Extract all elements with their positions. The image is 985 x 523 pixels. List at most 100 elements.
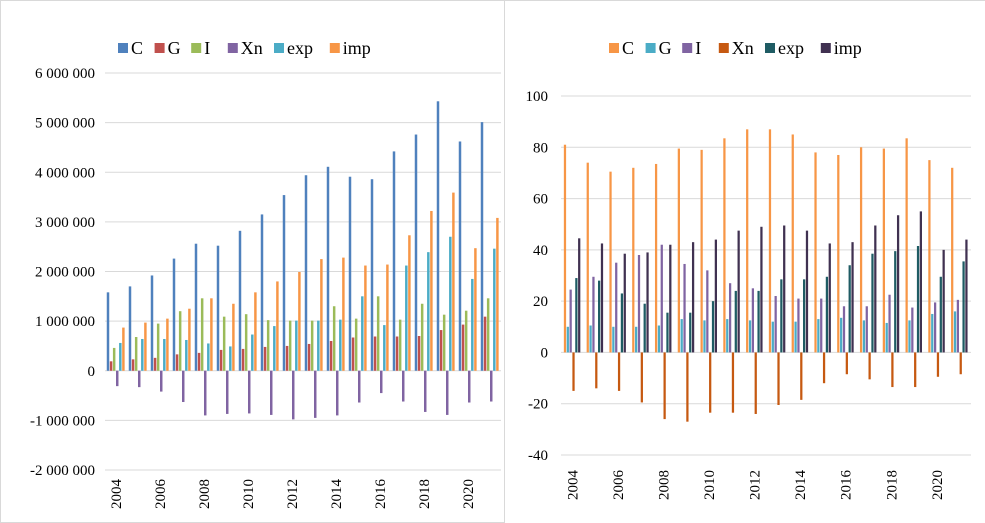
bar-g-2009 [219, 349, 223, 371]
bar-imp-2018 [896, 215, 900, 353]
bar-imp-2014 [805, 230, 809, 353]
bar-imp-2007 [188, 308, 191, 371]
bar-imp-2017 [874, 225, 877, 353]
x-tick-label: 2014 [793, 470, 809, 501]
bar-g-2006 [612, 326, 615, 353]
bar-exp-2008 [207, 343, 210, 371]
bar-g-2015 [351, 337, 355, 371]
bar-c-2021 [951, 167, 954, 353]
bar-xn-2009 [226, 370, 229, 414]
bar-imp-2013 [320, 259, 323, 371]
bar-c-2011 [723, 138, 726, 353]
bar-g-2004 [566, 326, 569, 353]
bar-imp-2019 [919, 211, 922, 353]
bar-g-2019 [908, 320, 911, 353]
bar-c-2016 [837, 154, 840, 353]
bar-g-2013 [307, 343, 311, 371]
bar-c-2004 [106, 292, 110, 371]
bar-exp-2013 [780, 279, 783, 353]
bar-xn-2011 [731, 352, 735, 413]
bar-c-2009 [216, 245, 220, 371]
bar-i-2005 [592, 276, 595, 353]
bar-exp-2006 [163, 338, 166, 371]
bar-exp-2020 [939, 276, 942, 353]
y-tick-label: -20 [528, 397, 548, 413]
bar-exp-2019 [916, 246, 920, 353]
legend-label-exp: exp [287, 38, 313, 58]
bar-c-2007 [632, 167, 635, 353]
bar-i-2013 [310, 320, 314, 371]
bar-i-2012 [751, 288, 755, 353]
bar-i-2009 [222, 316, 226, 371]
bar-xn-2008 [204, 370, 207, 416]
bar-i-2016 [376, 296, 380, 371]
right-chart-panel: 100 80 60 40 20 0 -20 -40 2004 2006 2008 2010 2012 20… [505, 0, 985, 523]
bar-xn-2015 [822, 352, 826, 384]
bar-i-2004 [112, 347, 116, 371]
bar-xn-2019 [446, 370, 449, 415]
legend-swatch-xn [718, 43, 729, 53]
bar-g-2020 [931, 313, 934, 353]
bar-c-2020 [928, 160, 931, 353]
bar-i-2019 [442, 314, 446, 371]
bar-exp-2010 [711, 301, 715, 353]
bar-exp-2007 [643, 303, 646, 353]
bar-g-2005 [131, 359, 135, 371]
x-tick-label: 2004 [109, 479, 125, 510]
bar-exp-2021 [962, 261, 965, 353]
legend-swatch-imp [820, 43, 831, 53]
bar-imp-2009 [232, 303, 235, 371]
bar-exp-2017 [405, 265, 408, 371]
x-tick-label: 2008 [197, 479, 213, 509]
bar-i-2008 [200, 298, 204, 371]
bar-imp-2008 [669, 244, 672, 353]
bar-exp-2012 [295, 320, 298, 371]
bar-g-2021 [483, 316, 487, 371]
bar-i-2019 [911, 307, 914, 353]
legend-label-g: G [168, 38, 181, 58]
bar-imp-2008 [210, 298, 213, 371]
bar-i-2016 [842, 306, 846, 353]
bar-exp-2018 [894, 251, 897, 353]
bar-i-2012 [288, 320, 292, 371]
bar-i-2004 [569, 289, 572, 353]
bar-exp-2006 [620, 293, 624, 353]
x-tick-label: 2018 [417, 479, 433, 509]
bar-imp-2010 [254, 292, 257, 371]
bar-i-2021 [956, 299, 960, 353]
bar-i-2013 [774, 296, 777, 353]
bar-exp-2021 [493, 248, 496, 371]
legend-swatch-imp [329, 43, 340, 53]
bar-g-2008 [657, 325, 661, 353]
bar-exp-2004 [575, 278, 578, 353]
bar-i-2009 [683, 263, 686, 353]
bar-c-2011 [260, 214, 264, 371]
bar-c-2021 [480, 122, 484, 371]
x-tick-label: 2020 [930, 470, 946, 500]
bar-g-2021 [953, 311, 957, 353]
bar-i-2018 [420, 303, 424, 371]
x-tick-label: 2006 [153, 479, 169, 510]
bar-c-2018 [414, 134, 418, 371]
bar-g-2006 [153, 357, 157, 371]
y-tick-label: 0 [88, 364, 96, 380]
bar-i-2021 [486, 298, 490, 371]
bar-imp-2013 [783, 225, 786, 353]
bar-c-2019 [905, 138, 908, 353]
legend-label-xn: Xn [241, 38, 263, 58]
bar-exp-2005 [598, 280, 601, 353]
bar-g-2007 [635, 326, 638, 353]
bar-c-2014 [326, 166, 330, 371]
bar-i-2011 [728, 283, 732, 353]
legend-swatch-exp [274, 43, 284, 53]
bar-exp-2016 [848, 265, 851, 353]
legend-label-xn: Xn [732, 38, 754, 58]
bar-c-2008 [654, 163, 658, 353]
y-tick-label: 40 [533, 243, 548, 259]
bar-imp-2014 [342, 257, 345, 371]
y-tick-label: 2 000 000 [35, 265, 95, 281]
x-tick-label: 2004 [565, 470, 581, 501]
legend-swatch-i [682, 43, 693, 53]
legend-swatch-g [154, 43, 165, 53]
y-tick-label: -40 [528, 448, 548, 464]
